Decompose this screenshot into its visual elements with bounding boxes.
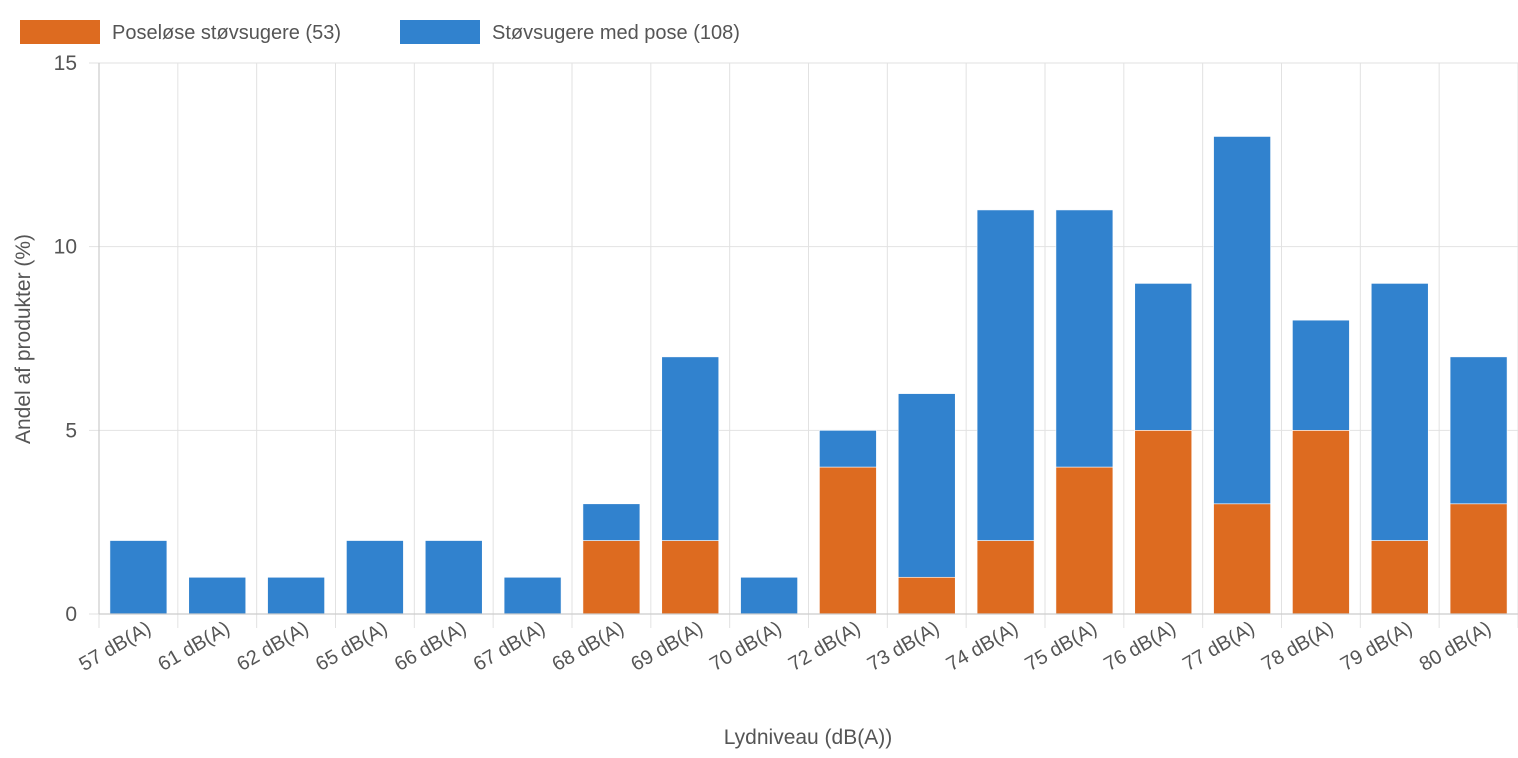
bar-bagged[interactable] — [267, 576, 325, 615]
x-tick-label: 67 dB(A) — [470, 617, 549, 676]
bar-bagless[interactable] — [1213, 503, 1271, 615]
bar-bagless[interactable] — [1292, 430, 1350, 615]
x-tick-label: 80 dB(A) — [1416, 617, 1495, 676]
bar-bagless[interactable] — [976, 540, 1035, 615]
y-axis-title: Andel af produkter (%) — [12, 234, 35, 444]
bar-bagged[interactable] — [1370, 283, 1429, 541]
x-tick-label: 75 dB(A) — [1022, 617, 1101, 676]
y-tick-label: 5 — [65, 419, 77, 442]
x-tick-label: 65 dB(A) — [312, 617, 391, 676]
x-tick-label: 62 dB(A) — [233, 617, 312, 676]
y-tick-label: 15 — [54, 52, 77, 75]
bar-bagless[interactable] — [582, 540, 641, 615]
legend-item-bagged[interactable]: Støvsugere med pose (108) — [400, 20, 740, 44]
x-tick-label: 70 dB(A) — [706, 617, 785, 676]
bar-bagged[interactable] — [1292, 319, 1350, 431]
bar-bagged[interactable] — [503, 576, 562, 615]
x-tick-label: 77 dB(A) — [1179, 617, 1258, 676]
bar-bagless[interactable] — [819, 466, 877, 615]
legend-item-bagless[interactable]: Poseløse støvsugere (53) — [20, 20, 341, 44]
bar-bagged[interactable] — [346, 540, 404, 615]
bar-bagged[interactable] — [897, 393, 956, 578]
x-tick-label: 78 dB(A) — [1258, 617, 1337, 676]
bar-bagged[interactable] — [1055, 209, 1114, 468]
legend-swatch-bagless — [20, 20, 100, 44]
bar-bagless[interactable] — [1134, 430, 1193, 615]
bar-bagless[interactable] — [897, 576, 956, 615]
bar-bagless[interactable] — [1370, 540, 1429, 615]
x-tick-label: 69 dB(A) — [627, 617, 706, 676]
y-tick-label: 0 — [65, 603, 77, 626]
x-tick-label: 68 dB(A) — [549, 617, 628, 676]
x-tick-label: 57 dB(A) — [76, 617, 155, 676]
legend-label-bagged: Støvsugere med pose (108) — [492, 22, 740, 44]
x-tick-label: 61 dB(A) — [154, 617, 233, 676]
bar-bagless[interactable] — [661, 540, 720, 615]
y-tick-label: 10 — [54, 236, 77, 259]
bar-bagless[interactable] — [1055, 466, 1114, 615]
axes — [98, 63, 1518, 615]
grid — [89, 62, 1518, 628]
x-tick-label: 79 dB(A) — [1337, 617, 1416, 676]
bar-bagged[interactable] — [1449, 356, 1508, 505]
x-tick-label: 72 dB(A) — [785, 617, 864, 676]
bar-bagless[interactable] — [1449, 503, 1508, 615]
bar-bagged[interactable] — [582, 503, 641, 541]
y-tick-labels: 0 5 10 15 — [54, 52, 77, 626]
x-tick-label: 66 dB(A) — [391, 617, 470, 676]
x-tick-label: 76 dB(A) — [1100, 617, 1179, 676]
legend-swatch-bagged — [400, 20, 480, 44]
x-axis-title: Lydniveau (dB(A)) — [724, 726, 892, 749]
x-tick-label: 73 dB(A) — [864, 617, 943, 676]
bar-bagged[interactable] — [661, 356, 720, 541]
bar-bagged[interactable] — [424, 540, 483, 615]
x-tick-label: 74 dB(A) — [943, 617, 1022, 676]
legend-label-bagless: Poseløse støvsugere (53) — [112, 22, 341, 44]
x-tick-labels: 57 dB(A) 61 dB(A) 62 dB(A) 65 dB(A) 66 dB(A)… — [76, 617, 1496, 676]
legend: Poseløse støvsugere (53) Støvsugere med … — [20, 20, 740, 44]
bar-bagged[interactable] — [109, 540, 168, 615]
bar-bagged[interactable] — [188, 576, 247, 615]
bar-bagged[interactable] — [976, 209, 1035, 541]
bar-bagged[interactable] — [819, 430, 877, 468]
bar-bagged[interactable] — [740, 576, 798, 615]
bar-bagged[interactable] — [1213, 136, 1271, 505]
bar-bagged[interactable] — [1134, 283, 1193, 431]
bars — [109, 136, 1508, 615]
